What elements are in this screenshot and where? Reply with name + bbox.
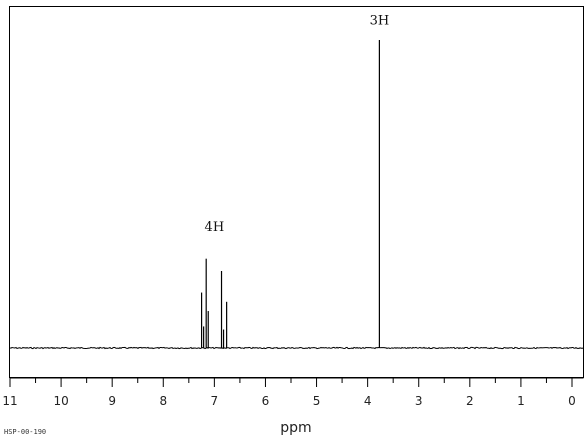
x-tick-label: 0 bbox=[568, 394, 576, 408]
integration-label-0: 4H bbox=[205, 220, 225, 235]
x-axis-title: ppm bbox=[280, 420, 311, 436]
spectrum-baseline bbox=[9, 346, 584, 350]
plot-frame bbox=[9, 6, 584, 378]
x-tick-label: 10 bbox=[53, 394, 68, 408]
integration-label-1: 3H bbox=[370, 14, 390, 29]
spectrum-id-label: HSP-00-190 bbox=[4, 428, 46, 436]
x-tick-label: 5 bbox=[313, 394, 321, 408]
x-tick-label: 8 bbox=[159, 394, 167, 408]
x-axis-tick-labels: 11 10 9 8 7 6 5 4 3 2 1 0 bbox=[2, 394, 575, 408]
x-tick-label: 9 bbox=[108, 394, 116, 408]
x-tick-label: 2 bbox=[466, 394, 474, 408]
x-tick-label: 6 bbox=[262, 394, 270, 408]
x-tick-label: 11 bbox=[2, 394, 17, 408]
x-tick-label: 1 bbox=[517, 394, 525, 408]
peaks-layer bbox=[200, 40, 380, 348]
x-tick-label: 4 bbox=[364, 394, 372, 408]
x-axis-ticks bbox=[9, 378, 573, 387]
x-tick-label: 3 bbox=[415, 394, 423, 408]
annotations-layer: 4H 3H bbox=[205, 14, 390, 235]
x-tick-label: 7 bbox=[211, 394, 219, 408]
